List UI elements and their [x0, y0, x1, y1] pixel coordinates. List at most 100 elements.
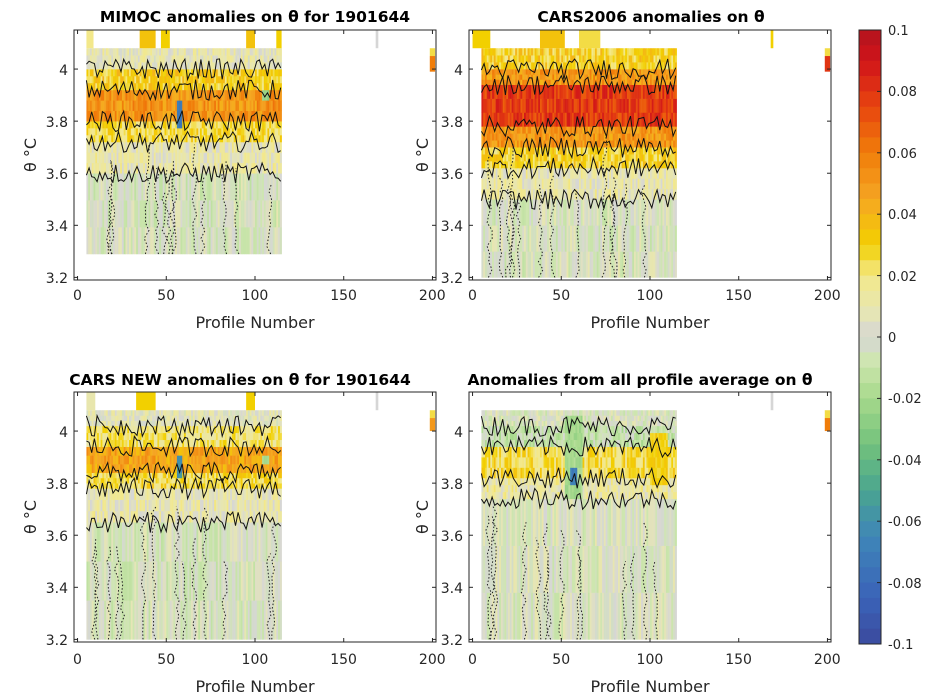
- heatmap-cell: [205, 110, 208, 122]
- heatmap-cell: [141, 600, 144, 640]
- heatmap-cell: [89, 200, 93, 228]
- heatmap-cell: [171, 141, 174, 153]
- heatmap-cell: [265, 82, 268, 91]
- heatmap-cell: [626, 98, 629, 113]
- heatmap-cell: [543, 79, 546, 85]
- heatmap-cell: [671, 79, 674, 85]
- heatmap-cell: [568, 133, 571, 141]
- heatmap-cell: [244, 173, 247, 201]
- heatmap-cell: [121, 89, 124, 101]
- heatmap-cell: [116, 62, 119, 70]
- heatmap-cell: [272, 227, 275, 255]
- heatmap-cell: [159, 162, 162, 174]
- heatmap-cell: [196, 48, 199, 56]
- heatmap-cell: [107, 499, 110, 512]
- heatmap-cell: [532, 168, 535, 179]
- heatmap-cell: [550, 147, 553, 155]
- heatmap-cell: [123, 561, 126, 601]
- heatmap-cell: [486, 168, 489, 179]
- heatmap-cell: [130, 55, 133, 63]
- heatmap-cell: [646, 69, 649, 75]
- heatmap-cell: [93, 227, 96, 255]
- heatmap-cell: [642, 178, 645, 190]
- heatmap-cell: [134, 48, 137, 56]
- heatmap-cell: [614, 199, 617, 226]
- heatmap-cell: [127, 89, 130, 101]
- heatmap-cell: [160, 200, 164, 228]
- heatmap-cell: [664, 168, 667, 179]
- heatmap-cell: [550, 55, 553, 63]
- heatmap-cell: [180, 141, 183, 153]
- heatmap-cell: [278, 69, 281, 77]
- contour-line: [161, 191, 168, 255]
- heatmap-cell: [107, 415, 110, 421]
- heatmap-cell: [634, 199, 637, 226]
- heatmap-cell: [88, 100, 91, 112]
- heatmap-cell: [233, 100, 236, 112]
- heatmap-cell: [215, 173, 219, 201]
- heatmap-cell: [212, 100, 215, 112]
- heatmap-cell: [600, 69, 603, 75]
- heatmap-cell: [531, 74, 534, 80]
- heatmap-cell: [123, 499, 126, 512]
- heatmap-cell: [120, 464, 123, 474]
- heatmap-cell: [641, 74, 644, 80]
- heatmap-cell: [136, 522, 139, 562]
- heatmap-cell: [545, 55, 548, 63]
- heatmap-cell: [228, 128, 231, 136]
- heatmap-cell: [579, 55, 582, 63]
- heatmap-cell: [141, 464, 144, 474]
- heatmap-cell: [637, 154, 640, 162]
- heatmap-cell: [180, 121, 183, 129]
- heatmap-cell: [97, 55, 100, 63]
- heatmap-cell: [210, 89, 213, 101]
- heatmap-cell: [493, 98, 496, 113]
- heatmap-cell: [136, 62, 139, 70]
- heatmap-cell: [658, 69, 661, 75]
- heatmap-cell: [139, 30, 156, 49]
- heatmap-cell: [240, 48, 243, 56]
- heatmap-cell: [518, 74, 521, 80]
- heatmap-cell: [150, 200, 153, 228]
- heatmap-cell: [662, 225, 665, 252]
- heatmap-cell: [121, 55, 124, 63]
- heatmap-cell: [493, 154, 496, 162]
- heatmap-cell: [160, 128, 164, 136]
- y-tick-label: 4: [454, 63, 463, 79]
- heatmap-cell: [602, 126, 605, 134]
- heatmap-cell: [607, 55, 610, 63]
- heatmap-cell: [150, 62, 153, 70]
- heatmap-cell: [577, 140, 580, 148]
- heatmap-cell: [116, 439, 119, 447]
- heatmap-cell: [632, 168, 635, 179]
- heatmap-cell: [262, 110, 265, 122]
- heatmap-cell: [162, 173, 165, 201]
- heatmap-cell: [520, 188, 523, 200]
- heatmap-cell: [582, 84, 585, 99]
- heatmap-cell: [653, 199, 656, 226]
- heatmap-cell: [265, 89, 268, 101]
- heatmap-cell: [127, 446, 130, 456]
- heatmap-cell: [166, 162, 169, 174]
- heatmap-cell: [203, 128, 206, 136]
- heatmap-cell: [554, 69, 557, 75]
- heatmap-cell: [506, 112, 509, 127]
- heatmap-cell: [139, 162, 142, 174]
- heatmap-cell: [621, 199, 624, 226]
- heatmap-cell: [196, 121, 199, 129]
- heatmap-cell: [607, 74, 610, 80]
- heatmap-cell: [219, 76, 222, 84]
- x-tick-label: 100: [242, 288, 269, 304]
- heatmap-cell: [89, 152, 93, 164]
- heatmap-cell: [89, 227, 93, 255]
- heatmap-cell: [155, 62, 158, 70]
- heatmap-cell: [547, 178, 550, 190]
- heatmap-cell: [203, 173, 206, 201]
- heatmap-cell: [120, 488, 123, 500]
- heatmap-cell: [93, 162, 96, 174]
- heatmap-cell: [492, 55, 495, 63]
- heatmap-cell: [269, 110, 272, 122]
- heatmap-cell: [598, 199, 601, 226]
- heatmap-cell: [113, 141, 116, 153]
- heatmap-cell: [185, 152, 188, 164]
